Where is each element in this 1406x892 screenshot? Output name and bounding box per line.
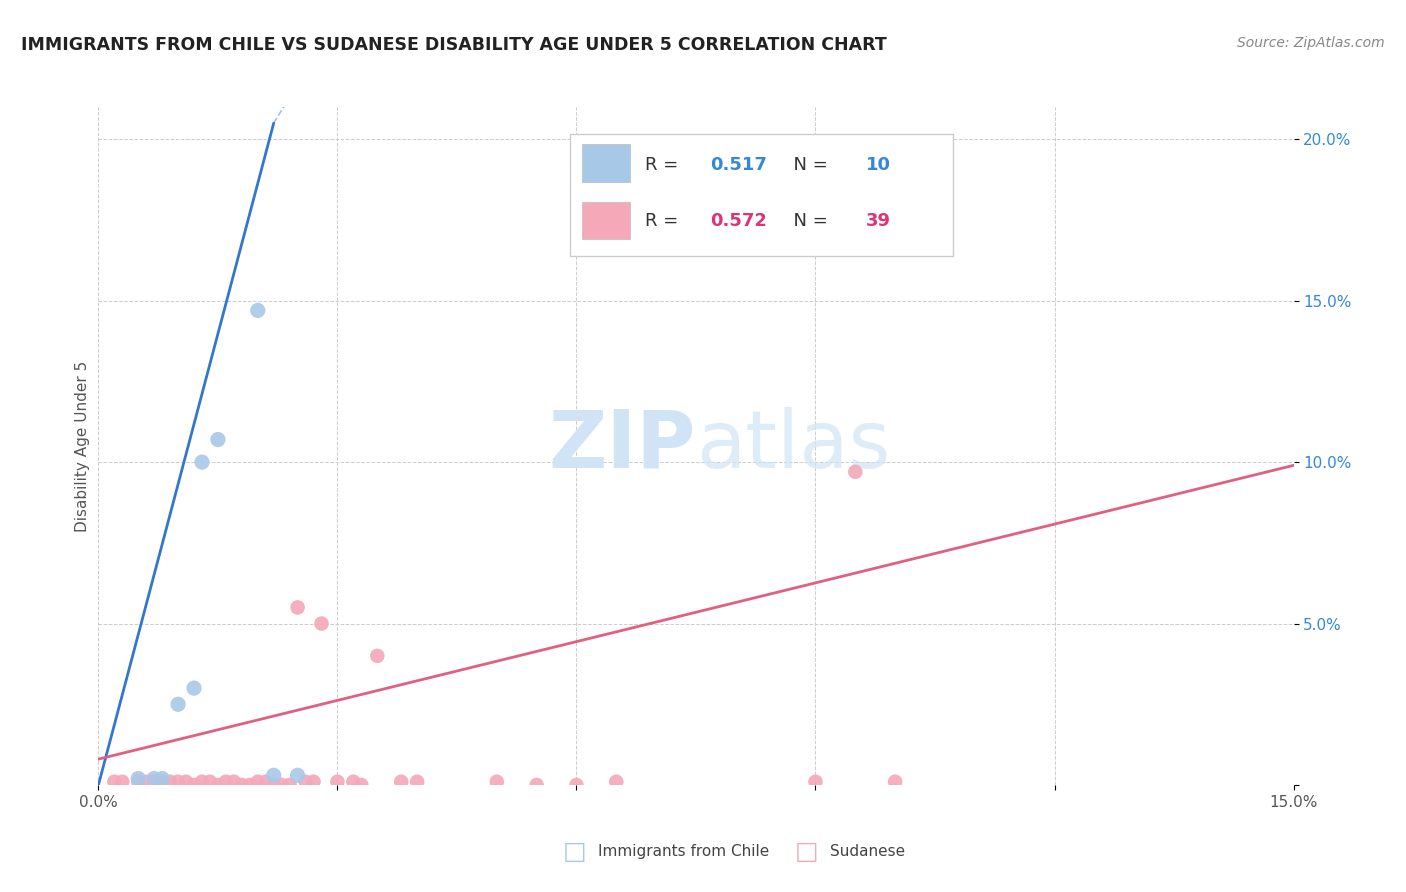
Text: R =: R = (644, 156, 683, 174)
Point (342, 774, 364, 789)
Text: 10: 10 (866, 156, 890, 174)
Point (366, 648, 388, 663)
Point (804, 774, 827, 789)
Text: N =: N = (782, 156, 834, 174)
Text: Source: ZipAtlas.com: Source: ZipAtlas.com (1237, 36, 1385, 50)
Point (191, 774, 214, 789)
Point (167, 774, 190, 789)
Text: Immigrants from Chile: Immigrants from Chile (598, 845, 769, 859)
Point (191, 455, 214, 469)
Point (143, 774, 166, 789)
FancyBboxPatch shape (582, 202, 630, 239)
Point (565, 778, 588, 792)
Point (302, 774, 325, 789)
Point (278, 778, 301, 792)
Point (231, 778, 253, 792)
Point (485, 774, 508, 789)
Point (198, 774, 221, 789)
Text: atlas: atlas (696, 407, 890, 485)
Point (150, 772, 173, 786)
Point (263, 778, 285, 792)
Point (135, 774, 157, 789)
Point (222, 774, 245, 789)
Text: IMMIGRANTS FROM CHILE VS SUDANESE DISABILITY AGE UNDER 5 CORRELATION CHART: IMMIGRANTS FROM CHILE VS SUDANESE DISABI… (21, 36, 887, 54)
Point (111, 774, 134, 789)
Point (287, 600, 309, 615)
Point (389, 774, 412, 789)
FancyBboxPatch shape (582, 145, 630, 182)
Point (103, 774, 125, 789)
Point (287, 768, 309, 782)
Point (215, 774, 238, 789)
Point (207, 778, 229, 792)
Point (143, 772, 166, 786)
Point (263, 768, 285, 782)
Point (311, 616, 333, 631)
Point (605, 774, 627, 789)
Point (183, 681, 205, 695)
Text: R =: R = (644, 212, 683, 230)
Text: ZIP: ZIP (548, 407, 696, 485)
Point (246, 774, 269, 789)
Point (183, 778, 205, 792)
Point (174, 774, 197, 789)
Text: □: □ (562, 840, 586, 863)
Point (844, 465, 866, 479)
Point (127, 774, 149, 789)
Text: N =: N = (782, 212, 834, 230)
Point (159, 774, 181, 789)
Text: Sudanese: Sudanese (830, 845, 904, 859)
FancyBboxPatch shape (571, 134, 953, 256)
Text: 39: 39 (866, 212, 890, 230)
Text: 0.517: 0.517 (710, 156, 768, 174)
Text: 0.572: 0.572 (710, 212, 768, 230)
Point (239, 778, 262, 792)
Point (326, 774, 349, 789)
Point (127, 772, 149, 786)
Point (884, 774, 907, 789)
Y-axis label: Disability Age Under 5: Disability Age Under 5 (75, 360, 90, 532)
Text: □: □ (794, 840, 818, 863)
Point (207, 433, 229, 447)
Point (167, 698, 190, 712)
Point (150, 774, 173, 789)
Point (254, 774, 277, 789)
Point (294, 774, 316, 789)
Point (526, 778, 548, 792)
Point (350, 778, 373, 792)
Point (270, 778, 292, 792)
Point (246, 303, 269, 318)
Point (406, 774, 429, 789)
